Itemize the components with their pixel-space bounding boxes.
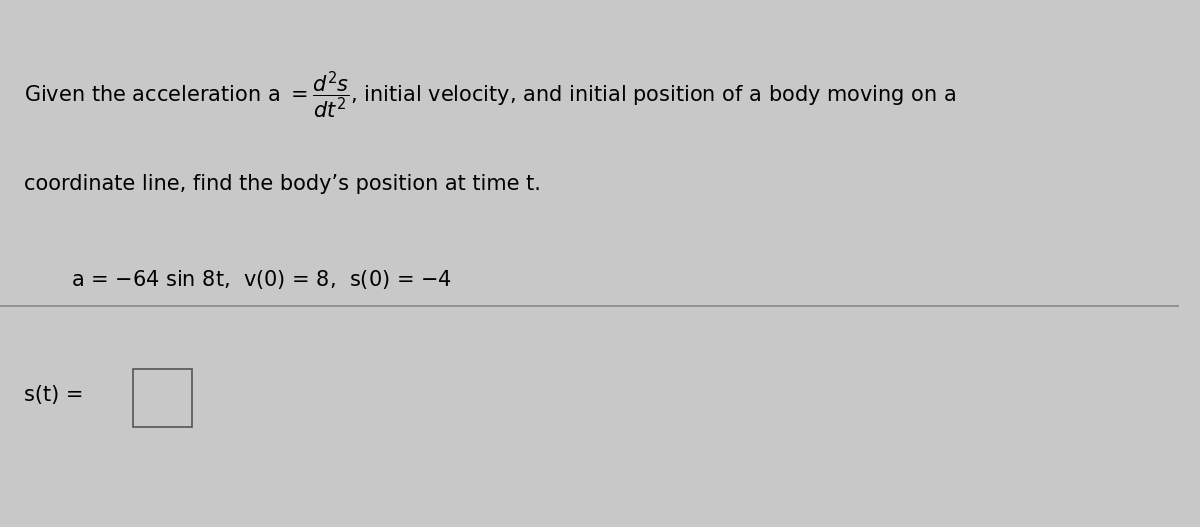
Text: s(t) =: s(t) = xyxy=(24,385,90,405)
Text: coordinate line, find the body’s position at time t.: coordinate line, find the body’s positio… xyxy=(24,174,540,194)
Text: Given the acceleration a $= \dfrac{d^2s}{dt^2}$, initial velocity, and initial p: Given the acceleration a $= \dfrac{d^2s}… xyxy=(24,69,955,121)
Text: a = $-$64 sin 8t,  v(0) = 8,  s(0) = $-$4: a = $-$64 sin 8t, v(0) = 8, s(0) = $-$4 xyxy=(71,268,451,291)
FancyBboxPatch shape xyxy=(133,369,192,427)
